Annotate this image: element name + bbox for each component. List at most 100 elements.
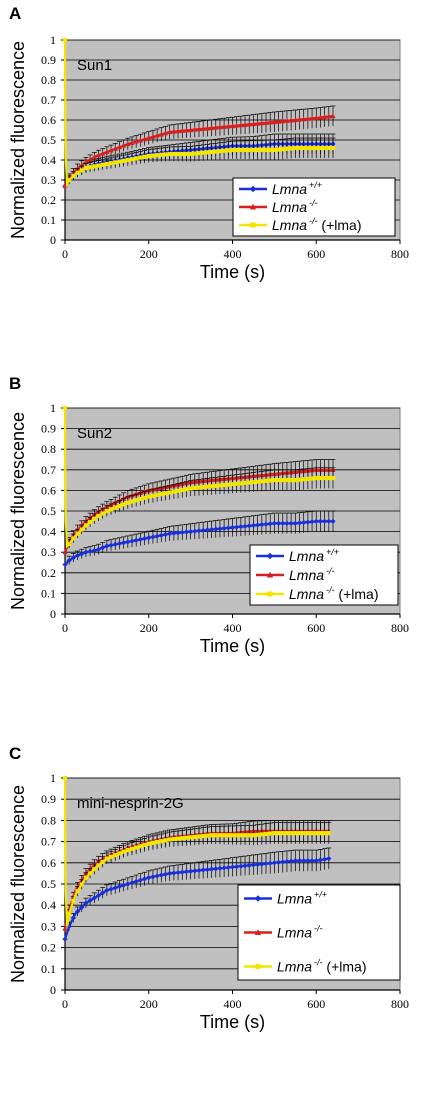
y-tick-label: 0.5 [41, 504, 56, 518]
data-point [100, 545, 106, 551]
data-point [309, 115, 315, 121]
data-point [75, 170, 80, 175]
data-point [246, 862, 252, 868]
data-point [255, 121, 261, 126]
y-tick-label: 0.5 [41, 877, 56, 891]
data-point [180, 151, 185, 157]
y-tick-label: 0.8 [41, 73, 56, 87]
data-point [175, 869, 181, 876]
legend-label-0: Lmna +/+ [272, 180, 322, 197]
data-point [171, 151, 176, 157]
y-tick-label: 0.3 [41, 545, 56, 559]
data-point [296, 520, 303, 526]
x-tick-label: 0 [62, 621, 68, 635]
data-point [230, 482, 235, 487]
legend-label-2: Lmna -/- (+lma) [289, 585, 378, 602]
data-point [322, 856, 328, 862]
x-axis-title: Time (s) [200, 262, 265, 282]
data-point [238, 863, 244, 869]
data-point [222, 833, 227, 838]
data-point [108, 854, 114, 859]
y-tick-label: 0.6 [41, 113, 56, 127]
data-point [284, 118, 290, 123]
data-point [83, 875, 89, 880]
data-point [226, 482, 231, 487]
data-point [62, 561, 68, 568]
data-point [288, 858, 294, 864]
legend-label-2: Lmna -/- (+lma) [277, 958, 366, 975]
data-point [238, 147, 243, 153]
data-point [87, 897, 93, 904]
data-point [289, 478, 294, 483]
chart-panel-c: C 0 0.1 0.2 0.3 0.4 0.5 0.6 0.7 0.8 0.9 1 0 200 400 600… [8, 744, 409, 1032]
data-point [71, 173, 76, 179]
data-point [71, 536, 76, 541]
data-point [66, 923, 72, 929]
data-point [293, 478, 298, 483]
legend: Lmna +/+Lmna -/-Lmna -/- (+lma) [237, 884, 401, 981]
data-point [213, 526, 219, 532]
data-point [175, 530, 181, 536]
data-point [242, 122, 248, 127]
data-point [113, 160, 118, 165]
data-point [112, 146, 118, 151]
data-point [70, 555, 76, 561]
data-point [154, 533, 160, 539]
data-point [284, 520, 290, 526]
legend-label-1: Lmna -/- [277, 924, 323, 941]
data-point [326, 518, 332, 524]
x-tick-label: 0 [62, 247, 68, 261]
data-point [192, 868, 198, 874]
data-point [200, 867, 206, 873]
data-point [142, 495, 147, 500]
data-point [196, 867, 202, 874]
data-point [272, 147, 277, 153]
data-point [62, 37, 68, 43]
data-point [188, 868, 194, 874]
data-point [200, 126, 206, 131]
data-point [108, 542, 114, 548]
data-point [171, 129, 177, 134]
data-point [141, 536, 148, 542]
data-point [284, 858, 290, 865]
legend-swatch-marker [266, 552, 274, 560]
data-point [213, 483, 218, 488]
data-point [205, 150, 210, 155]
data-point [175, 151, 181, 157]
data-point [280, 147, 285, 152]
data-point [296, 117, 303, 122]
data-point [204, 527, 210, 533]
data-point [259, 861, 265, 867]
data-point [155, 839, 160, 845]
data-point [142, 842, 147, 848]
data-point [251, 480, 256, 485]
data-point [250, 121, 257, 127]
data-point [292, 117, 298, 123]
data-point [95, 152, 102, 158]
data-point [284, 831, 290, 836]
y-tick-label: 0.9 [41, 422, 56, 436]
data-point [263, 831, 269, 837]
data-point [79, 882, 84, 887]
data-point [326, 113, 332, 119]
data-point [322, 114, 328, 120]
data-point [171, 870, 177, 876]
data-point [280, 520, 286, 526]
data-point [138, 496, 143, 502]
data-point [100, 859, 105, 865]
y-tick-label: 0.2 [41, 566, 56, 580]
data-point [255, 522, 261, 528]
data-point [167, 531, 173, 537]
data-point [201, 150, 206, 155]
data-point [255, 147, 260, 153]
data-point [146, 535, 152, 541]
data-point [213, 125, 219, 130]
data-point [289, 831, 294, 836]
data-point [314, 475, 319, 481]
legend-swatch-marker [266, 571, 274, 578]
data-point [112, 885, 118, 891]
legend-genotype: -/- [309, 216, 318, 226]
data-point [71, 898, 76, 904]
data-point [150, 874, 156, 880]
data-point [301, 477, 306, 482]
